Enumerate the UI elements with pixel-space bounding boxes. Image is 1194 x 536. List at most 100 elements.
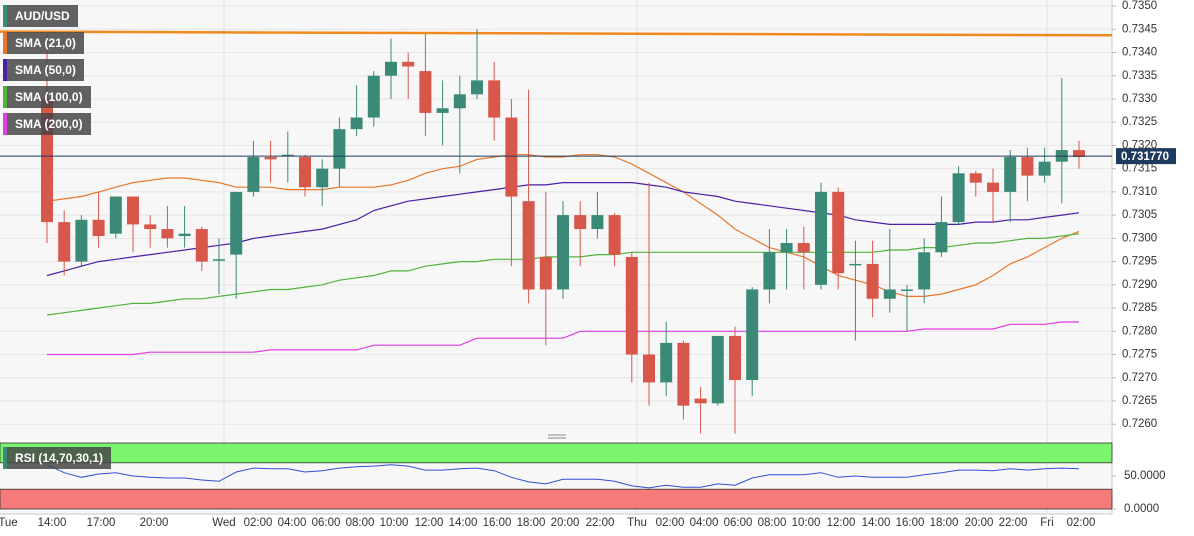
candle-body — [797, 242, 810, 253]
legend-swatch — [3, 32, 7, 54]
candle-body — [746, 289, 759, 381]
candle-body — [92, 219, 105, 237]
candle-body — [883, 289, 896, 299]
y-tick-label: 0.7280 — [1122, 325, 1157, 337]
candle-body — [729, 335, 741, 381]
candle-body — [367, 75, 380, 118]
x-tick-label: Thu — [627, 517, 647, 529]
candle-body — [952, 173, 965, 223]
x-tick-label: 16:00 — [896, 517, 925, 529]
y-tick-label: 0.7265 — [1122, 395, 1157, 407]
x-tick-label: 14:00 — [449, 517, 478, 529]
x-tick-label: Wed — [212, 517, 235, 529]
last-price-label: 0.731770 — [1121, 151, 1169, 163]
candle-body — [316, 168, 329, 188]
x-tick-label: 06:00 — [724, 517, 753, 529]
x-tick-label: 10:00 — [380, 517, 409, 529]
candle-body — [419, 71, 432, 113]
y-tick-label: 0.7300 — [1122, 232, 1157, 244]
candle-body — [763, 252, 776, 290]
rsi-tick-label: 50.0000 — [1124, 470, 1166, 482]
x-tick-label: 16:00 — [483, 517, 512, 529]
legend-swatch — [3, 447, 7, 469]
candle-body — [109, 196, 122, 234]
candle-body — [247, 157, 260, 192]
oversold-band — [0, 488, 1113, 510]
last-price-box — [1116, 148, 1176, 165]
y-tick-label: 0.7325 — [1122, 116, 1157, 128]
x-tick-label: 02:00 — [244, 517, 273, 529]
candle-body — [385, 61, 397, 76]
legend-entry[interactable]: SMA (21,0) — [3, 32, 84, 54]
x-tick-label: 04:00 — [690, 517, 719, 529]
candle-body — [144, 224, 157, 230]
trendline — [0, 30, 1113, 37]
x-tick-label: 14:00 — [862, 517, 891, 529]
y-tick-label: 0.7330 — [1122, 93, 1157, 105]
candle-body — [591, 215, 604, 230]
candle-body — [522, 201, 535, 290]
y-tick-label: 0.7275 — [1122, 349, 1157, 361]
candle-body — [436, 108, 449, 113]
x-tick-label: 12:00 — [415, 517, 444, 529]
candle-body — [625, 256, 638, 355]
y-tick-label: 0.7290 — [1122, 279, 1157, 291]
legend-label: SMA (50,0) — [15, 63, 76, 77]
candle-body — [694, 398, 707, 404]
candle-body — [574, 215, 587, 230]
y-tick-label: 0.7350 — [1122, 0, 1157, 12]
legend-entry[interactable]: SMA (100,0) — [3, 86, 91, 108]
x-tick-label: 22:00 — [586, 517, 615, 529]
x-tick-label: 08:00 — [346, 517, 375, 529]
legend-entry[interactable]: RSI (14,70,30,1) — [3, 447, 112, 469]
rsi-tick-label: 0.0000 — [1124, 503, 1159, 515]
x-tick-label: Fri — [1040, 517, 1053, 529]
x-tick-label: 20:00 — [551, 517, 580, 529]
x-tick-label: 04:00 — [278, 517, 307, 529]
y-tick-label: 0.7305 — [1122, 209, 1157, 221]
x-tick-label: Tue — [0, 517, 18, 529]
y-tick-label: 0.7345 — [1122, 23, 1157, 35]
x-tick-label: 06:00 — [312, 517, 341, 529]
legend-label: RSI (14,70,30,1) — [15, 451, 104, 465]
legend-entry[interactable]: SMA (200,0) — [3, 113, 91, 135]
candle-body — [969, 173, 982, 183]
candle-body — [608, 215, 621, 255]
candle-body — [264, 157, 277, 160]
rsi-line — [46, 464, 1080, 489]
pane-handle[interactable] — [548, 434, 566, 439]
candle-body — [901, 289, 913, 291]
candle-body — [350, 117, 363, 130]
legend-swatch — [3, 5, 7, 27]
candle-body — [195, 229, 208, 262]
candle-body — [643, 354, 655, 383]
legend-entry[interactable]: AUD/USD — [3, 5, 78, 27]
candle-body — [127, 196, 139, 225]
candle-body — [471, 80, 483, 95]
candle-body — [918, 252, 931, 290]
candle-body — [58, 222, 71, 262]
candle-body — [711, 335, 724, 404]
candle-body — [849, 263, 862, 266]
x-tick-label: 22:00 — [999, 517, 1028, 529]
x-tick-label: 08:00 — [758, 517, 787, 529]
legend-entry[interactable]: SMA (50,0) — [3, 59, 84, 81]
candle-body — [815, 191, 827, 285]
x-tick-label: 20:00 — [965, 517, 994, 529]
y-tick-label: 0.7335 — [1122, 70, 1157, 82]
candle-body — [660, 342, 673, 383]
candle-body — [1004, 157, 1017, 192]
x-tick-label: 18:00 — [517, 517, 546, 529]
y-tick-label: 0.7310 — [1122, 186, 1157, 198]
y-tick-label: 0.7295 — [1122, 256, 1157, 268]
x-tick-label: 20:00 — [140, 517, 169, 529]
x-tick-label: 12:00 — [827, 517, 856, 529]
candle-body — [1038, 161, 1051, 176]
y-tick-label: 0.7285 — [1122, 302, 1157, 314]
candle-body — [488, 80, 501, 118]
x-tick-label: 18:00 — [930, 517, 959, 529]
candle-body — [333, 129, 346, 169]
candle-body — [780, 242, 793, 253]
